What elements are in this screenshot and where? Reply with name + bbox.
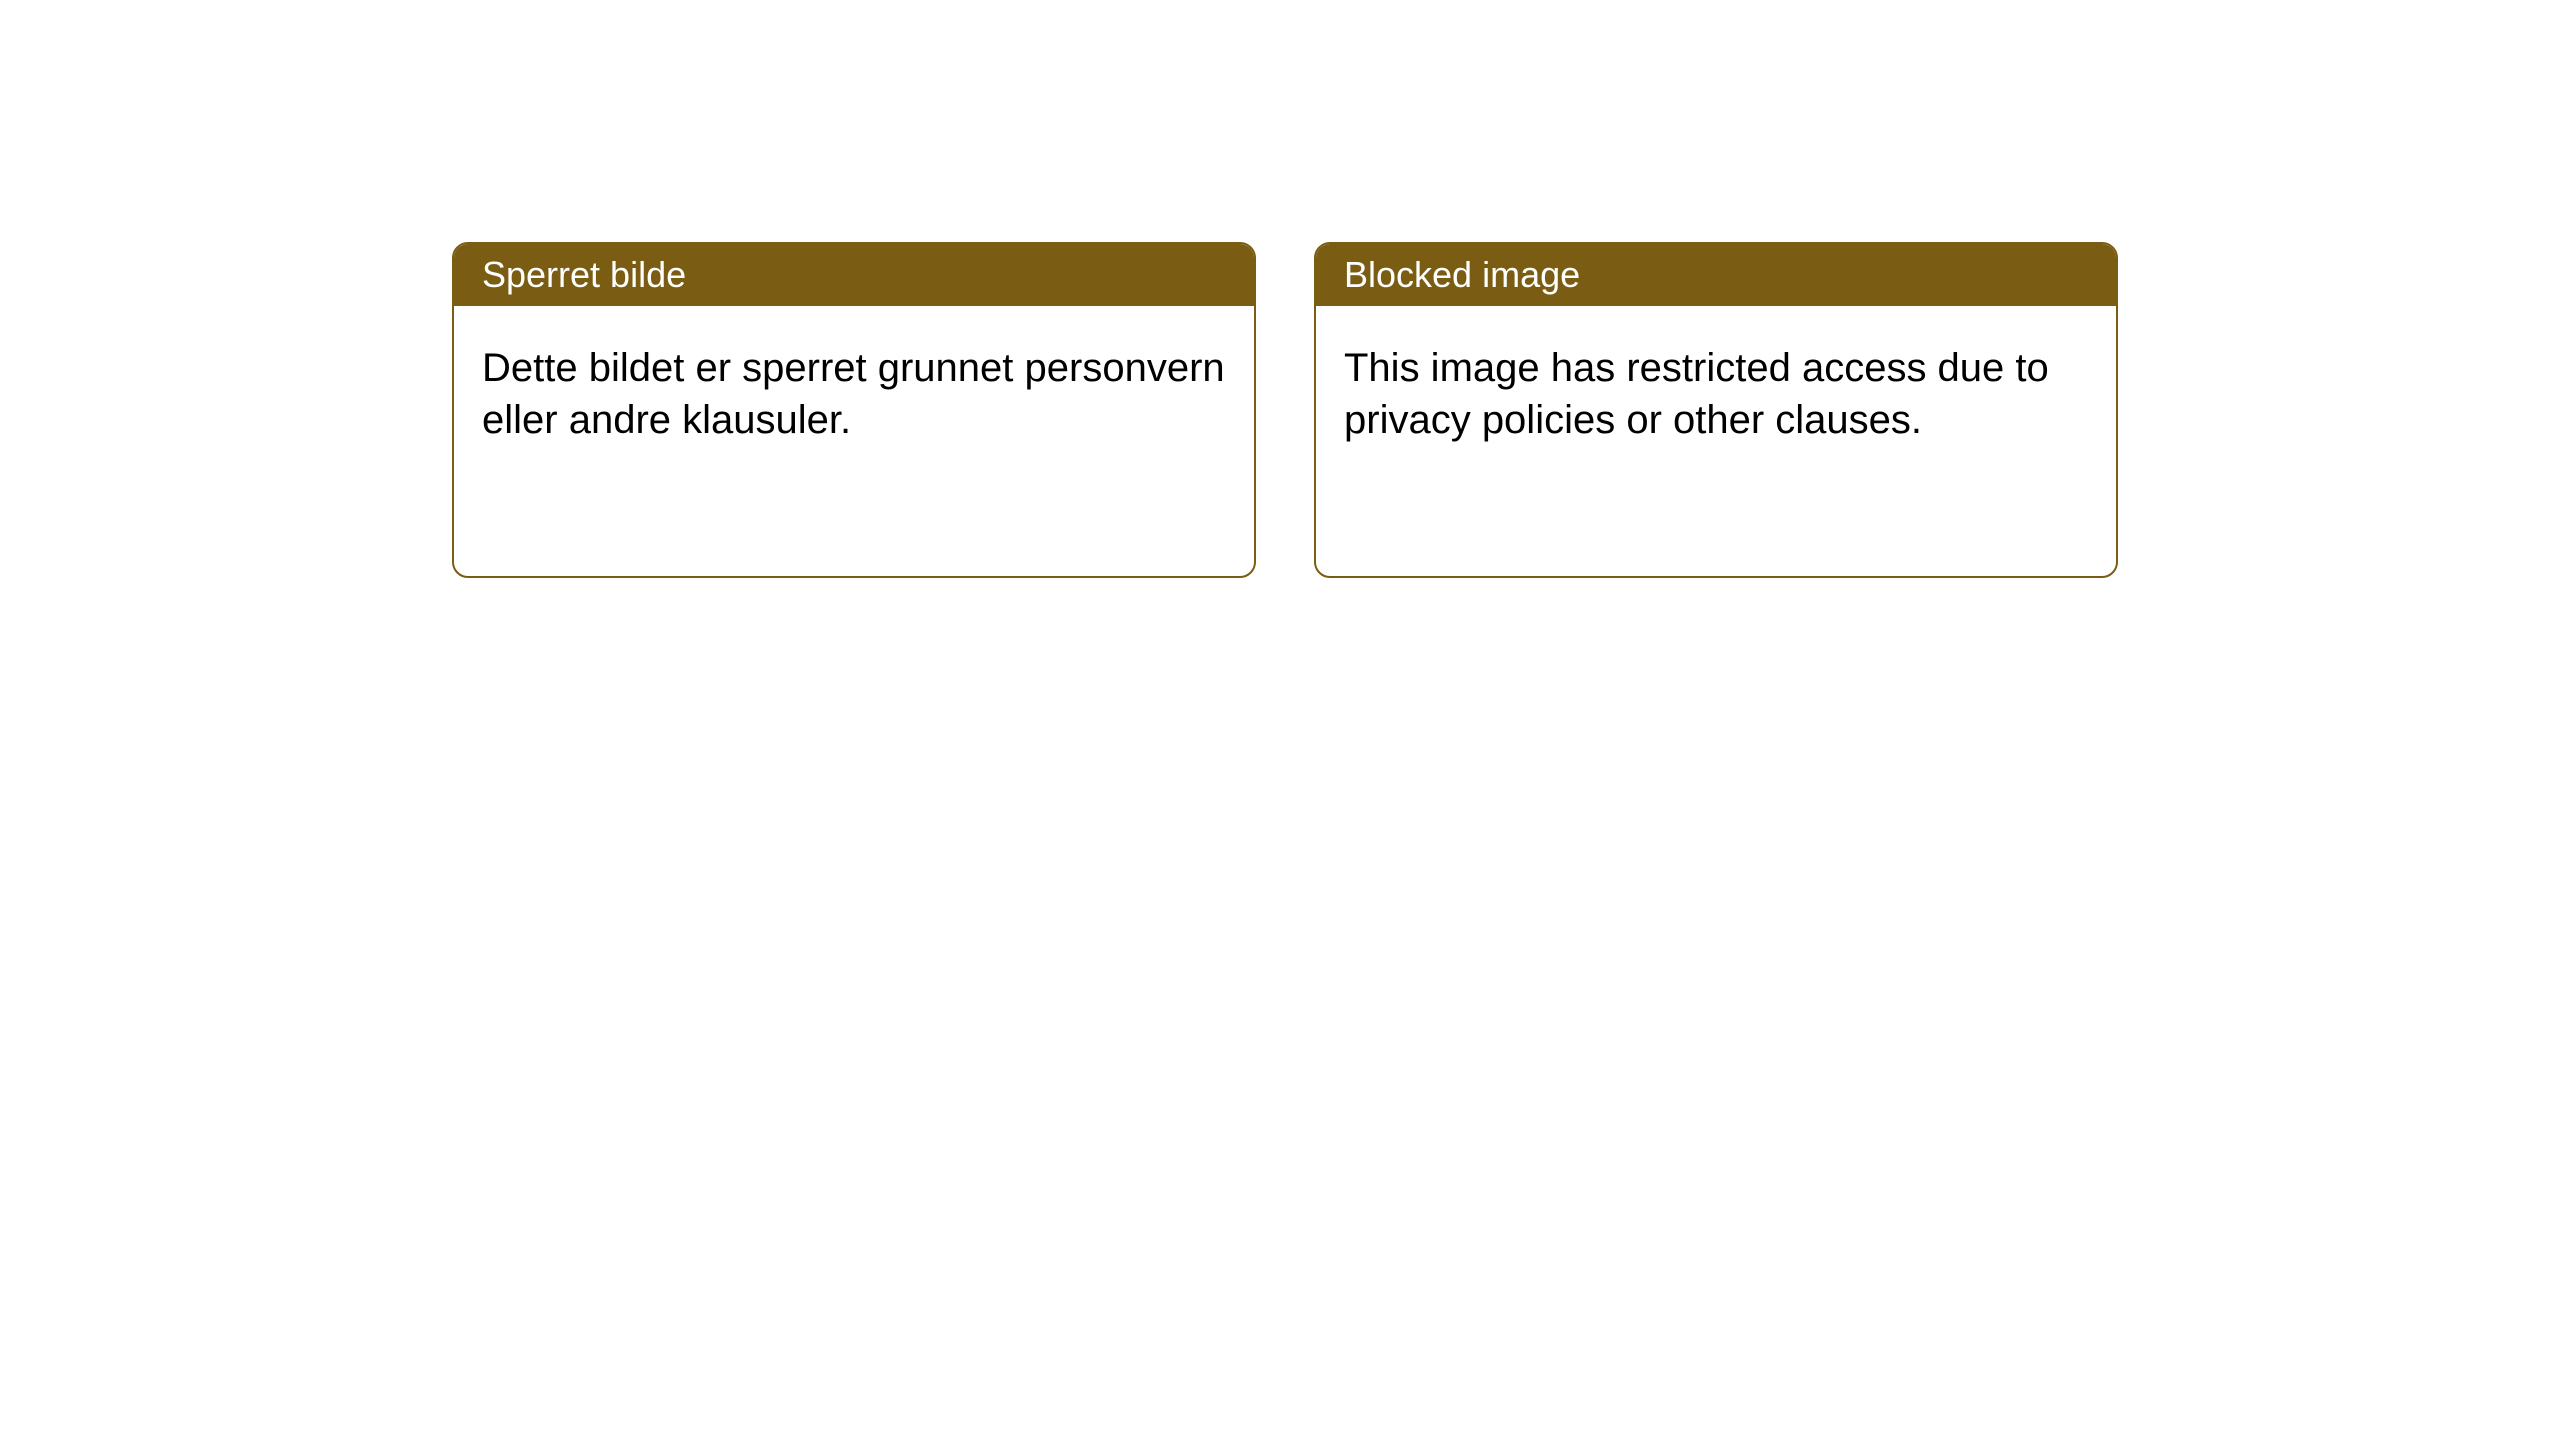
card-body-text: This image has restricted access due to … bbox=[1344, 346, 2049, 442]
notice-container: Sperret bilde Dette bildet er sperret gr… bbox=[0, 0, 2560, 578]
card-header-text: Blocked image bbox=[1344, 254, 1580, 295]
card-header: Sperret bilde bbox=[454, 244, 1254, 306]
notice-card-english: Blocked image This image has restricted … bbox=[1314, 242, 2118, 578]
card-body-text: Dette bildet er sperret grunnet personve… bbox=[482, 346, 1225, 442]
card-body: Dette bildet er sperret grunnet personve… bbox=[454, 306, 1254, 482]
card-body: This image has restricted access due to … bbox=[1316, 306, 2116, 482]
card-header: Blocked image bbox=[1316, 244, 2116, 306]
notice-card-norwegian: Sperret bilde Dette bildet er sperret gr… bbox=[452, 242, 1256, 578]
card-header-text: Sperret bilde bbox=[482, 254, 686, 295]
